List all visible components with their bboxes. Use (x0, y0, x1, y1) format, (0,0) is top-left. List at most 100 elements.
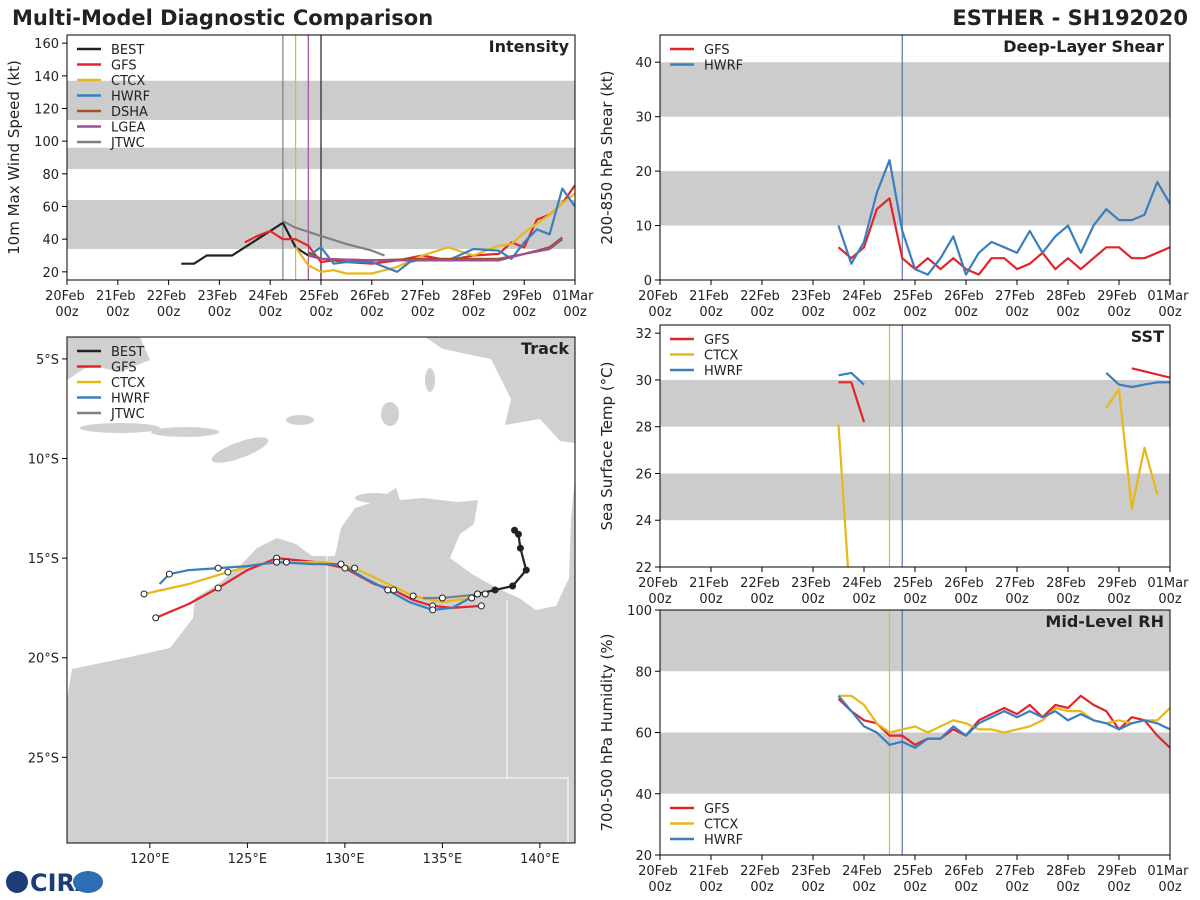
y-tick-label: 100 (627, 604, 652, 619)
y-tick-label: 10 (635, 220, 652, 235)
legend-label: HWRF (704, 833, 743, 848)
y-tick-label: 40 (42, 233, 59, 248)
track-point (224, 568, 232, 576)
x-tick-label: 01Mar 00z (1147, 864, 1192, 895)
y-tick-label: 20 (635, 165, 652, 180)
legend-label: HWRF (111, 392, 150, 407)
y-tick-label: 60 (635, 727, 652, 742)
x-tick-label: 20Feb 00z (45, 289, 89, 320)
x-tick-label: 29Feb 00z (1097, 576, 1141, 607)
x-tick-label: 125°E (228, 852, 268, 867)
x-tick-label: 26Feb 00z (944, 576, 988, 607)
x-tick-label: 22Feb 00z (147, 289, 191, 320)
x-tick-label: 20Feb 00z (638, 864, 682, 895)
track-point (282, 558, 290, 566)
category-band (660, 732, 1170, 794)
track-point (140, 590, 148, 598)
legend-label: GFS (111, 361, 137, 376)
series-line (838, 371, 1170, 389)
x-tick-label: 23Feb 00z (791, 576, 835, 607)
series-line (308, 238, 563, 262)
x-tick-label: 24Feb 00z (842, 864, 886, 895)
y-tick-label: 5°S (36, 353, 59, 368)
legend-label: LGEA (111, 121, 146, 136)
track-point (429, 606, 437, 614)
y-tick-label: 26 (635, 467, 652, 482)
legend-label: GFS (111, 59, 137, 74)
y-tick-label: 20 (42, 266, 59, 281)
track-point (409, 592, 417, 600)
track-point (351, 564, 359, 572)
x-tick-label: 26Feb 00z (350, 289, 394, 320)
legend-label: CTCX (704, 349, 738, 364)
track-point (273, 558, 281, 566)
y-tick-label: 15°S (28, 552, 59, 567)
series-line (294, 192, 575, 275)
x-tick-label: 25Feb 00z (893, 576, 937, 607)
legend-label: GFS (704, 43, 730, 58)
legend-label: BEST (111, 345, 144, 360)
x-tick-label: 21Feb 00z (689, 576, 733, 607)
legend-label: CTCX (704, 818, 738, 833)
y-tick-label: 30 (635, 374, 652, 389)
category-band (660, 610, 1170, 672)
x-tick-label: 27Feb 00z (995, 289, 1039, 320)
track-point (491, 586, 499, 594)
y-tick-label: 22 (635, 561, 652, 576)
plot-background (660, 325, 1170, 567)
series-line (837, 388, 1159, 567)
x-tick-label: 22Feb 00z (740, 289, 784, 320)
plot-area (67, 35, 575, 280)
series-line (837, 197, 1170, 276)
track-point (384, 586, 392, 594)
y-tick-label: 32 (635, 327, 652, 342)
x-tick-label: 29Feb 00z (502, 289, 546, 320)
x-tick-label: 21Feb 00z (96, 289, 140, 320)
track-line (422, 592, 486, 600)
x-tick-label: 21Feb 00z (689, 289, 733, 320)
x-tick-label: 24Feb 00z (842, 576, 886, 607)
x-tick-label: 23Feb 00z (198, 289, 242, 320)
legend-label: HWRF (704, 364, 743, 379)
x-tick-label: 24Feb 00z (842, 289, 886, 320)
x-tick-label: 26Feb 00z (944, 289, 988, 320)
y-tick-label: 100 (34, 135, 59, 150)
legend-label: CTCX (111, 376, 145, 391)
track-point (509, 582, 517, 590)
x-tick-label: 22Feb 00z (740, 864, 784, 895)
series-line (837, 694, 1170, 749)
y-tick-label: 40 (635, 56, 652, 71)
series-line (838, 367, 1170, 423)
legend-label: HWRF (704, 59, 743, 74)
y-tick-label: 20 (635, 849, 652, 864)
y-tick-label: 30 (635, 111, 652, 126)
x-tick-label: 28Feb 00z (1046, 289, 1090, 320)
category-band (660, 473, 1170, 521)
track-point (337, 560, 345, 568)
logo: CIRA (6, 869, 103, 897)
x-tick-label: 01Mar 00z (552, 289, 597, 320)
legend-label: BEST (111, 43, 144, 58)
x-tick-label: 29Feb 00z (1097, 864, 1141, 895)
track-point (165, 570, 173, 578)
track-point (522, 566, 530, 574)
track-point (468, 594, 476, 602)
y-axis-label: 700-500 hPa Humidity (%) (598, 633, 616, 831)
category-band (660, 379, 1170, 427)
track-point (390, 586, 398, 594)
legend-label: GFS (704, 333, 730, 348)
x-tick-label: 120°E (130, 852, 170, 867)
x-tick-label: 20Feb 00z (638, 576, 682, 607)
y-tick-label: 40 (635, 788, 652, 803)
track-point (214, 564, 222, 572)
x-tick-label: 29Feb 00z (1097, 289, 1141, 320)
track-point (473, 590, 481, 598)
y-tick-label: 25°S (28, 751, 59, 766)
track-point (477, 602, 485, 610)
legend-label: HWRF (111, 90, 150, 105)
x-tick-label: 27Feb 00z (995, 576, 1039, 607)
category-band (660, 62, 1170, 117)
x-tick-label: 22Feb 00z (740, 576, 784, 607)
legend-label: JTWC (110, 407, 145, 422)
x-tick-label: 01Mar 00z (1147, 289, 1192, 320)
